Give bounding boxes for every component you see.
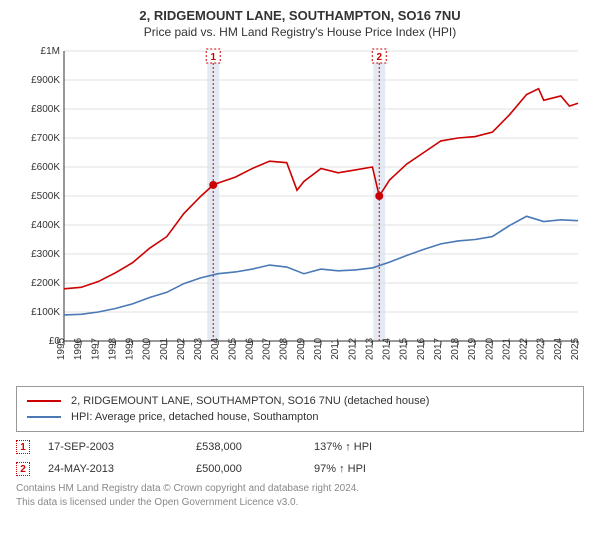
price-chart: £0£100K£200K£300K£400K£500K£600K£700K£80… xyxy=(16,45,584,380)
svg-text:2: 2 xyxy=(376,52,382,63)
svg-text:£300K: £300K xyxy=(31,249,60,260)
footer-note: Contains HM Land Registry data © Crown c… xyxy=(16,482,584,509)
svg-text:£900K: £900K xyxy=(31,75,60,86)
legend-swatch-hpi xyxy=(27,416,61,418)
svg-text:£200K: £200K xyxy=(31,278,60,289)
footer-line-1: Contains HM Land Registry data © Crown c… xyxy=(16,482,584,496)
sale-badge: 2 xyxy=(16,462,30,476)
sale-badge: 1 xyxy=(16,440,30,454)
sale-hpi: 137% ↑ HPI xyxy=(314,441,424,453)
legend-label-subject: 2, RIDGEMOUNT LANE, SOUTHAMPTON, SO16 7N… xyxy=(71,395,429,407)
chart-svg: £0£100K£200K£300K£400K£500K£600K£700K£80… xyxy=(16,45,584,375)
svg-text:£800K: £800K xyxy=(31,104,60,115)
sale-price: £500,000 xyxy=(196,463,296,475)
sale-row: 1 17-SEP-2003 £538,000 137% ↑ HPI xyxy=(16,440,584,454)
chart-container: 2, RIDGEMOUNT LANE, SOUTHAMPTON, SO16 7N… xyxy=(0,0,600,521)
sale-rows: 1 17-SEP-2003 £538,000 137% ↑ HPI 2 24-MAY-20… xyxy=(16,440,584,476)
svg-text:£100K: £100K xyxy=(31,307,60,318)
svg-text:£700K: £700K xyxy=(31,133,60,144)
sale-date: 24-MAY-2013 xyxy=(48,463,178,475)
svg-text:£400K: £400K xyxy=(31,220,60,231)
sale-hpi: 97% ↑ HPI xyxy=(314,463,424,475)
svg-text:£600K: £600K xyxy=(31,162,60,173)
svg-text:£500K: £500K xyxy=(31,191,60,202)
legend-row-subject: 2, RIDGEMOUNT LANE, SOUTHAMPTON, SO16 7N… xyxy=(27,393,573,409)
sale-date: 17-SEP-2003 xyxy=(48,441,178,453)
legend-swatch-subject xyxy=(27,400,61,402)
legend: 2, RIDGEMOUNT LANE, SOUTHAMPTON, SO16 7N… xyxy=(16,386,584,432)
svg-text:1: 1 xyxy=(210,52,216,63)
footer-line-2: This data is licensed under the Open Gov… xyxy=(16,496,584,510)
legend-label-hpi: HPI: Average price, detached house, Sout… xyxy=(71,411,318,423)
legend-row-hpi: HPI: Average price, detached house, Sout… xyxy=(27,409,573,425)
svg-text:£1M: £1M xyxy=(41,46,60,57)
page-subtitle: Price paid vs. HM Land Registry's House … xyxy=(16,25,584,39)
sale-row: 2 24-MAY-2013 £500,000 97% ↑ HPI xyxy=(16,462,584,476)
sale-price: £538,000 xyxy=(196,441,296,453)
page-title: 2, RIDGEMOUNT LANE, SOUTHAMPTON, SO16 7N… xyxy=(16,8,584,23)
